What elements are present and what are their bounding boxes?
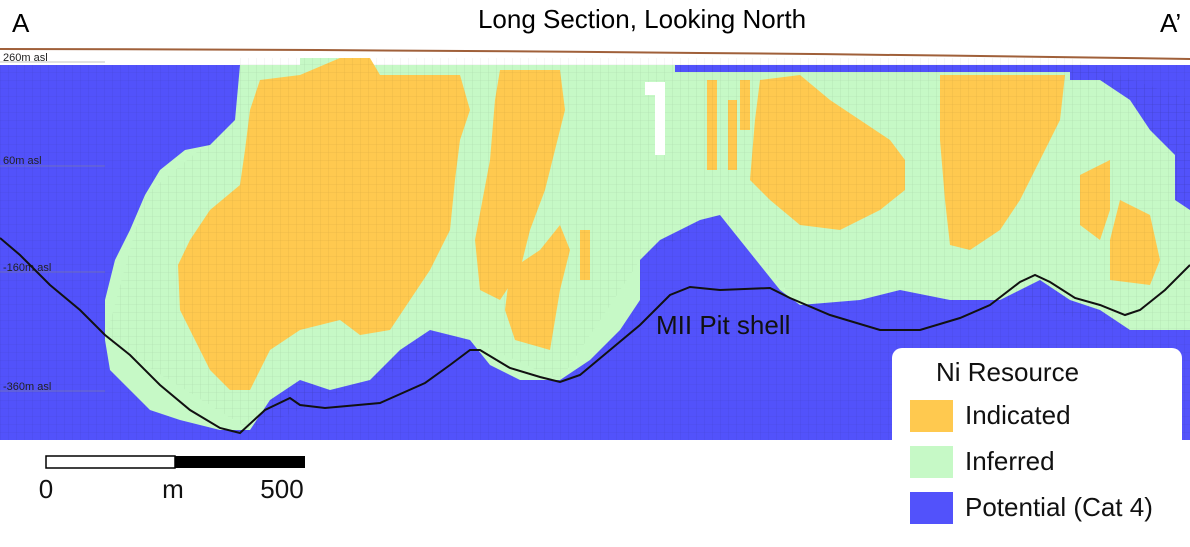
block-grid-overlay	[105, 58, 1190, 430]
elevation-label: 260m asl	[3, 52, 48, 64]
section-end-left: A	[12, 8, 30, 38]
scale-segment	[45, 455, 176, 469]
elevation-label: -160m asl	[3, 262, 51, 274]
title: Long Section, Looking North	[478, 4, 806, 34]
legend-label: Indicated	[965, 400, 1071, 430]
section-end-right: A’	[1160, 8, 1181, 38]
legend: Ni Resource Indicated Inferred Potential…	[892, 348, 1182, 547]
legend-label: Inferred	[965, 446, 1055, 476]
legend-box	[892, 348, 1182, 547]
legend-swatch	[910, 400, 953, 432]
legend-label: Potential (Cat 4)	[965, 492, 1153, 522]
elevation-label: 60m asl	[3, 155, 42, 167]
elevation-label: -360m asl	[3, 381, 51, 393]
legend-title: Ni Resource	[936, 357, 1079, 387]
scale-bar: 0 m 500	[39, 455, 305, 504]
scale-label: 0	[39, 474, 53, 504]
ground-surface	[0, 48, 1190, 60]
pit-shell-label: MII Pit shell	[656, 310, 790, 340]
legend-swatch	[910, 492, 953, 524]
scale-label: 500	[260, 474, 303, 504]
pit-shell	[0, 237, 1190, 435]
scale-label: m	[162, 474, 184, 504]
scale-segment	[175, 456, 305, 468]
legend-swatch	[910, 446, 953, 478]
unmodelled-gap	[645, 82, 665, 155]
elevation-guides: 260m asl 60m asl -160m asl -360m asl	[0, 52, 105, 393]
